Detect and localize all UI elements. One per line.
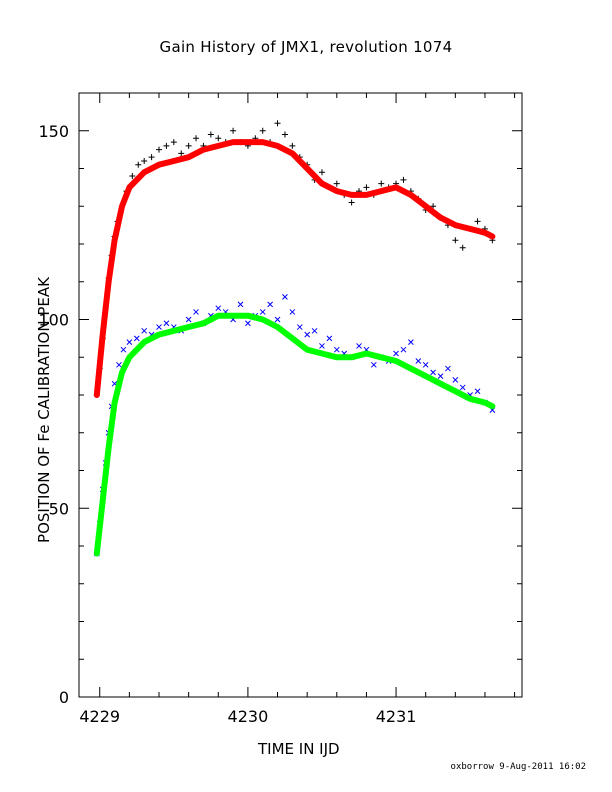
- data-point: [215, 305, 222, 312]
- data-point: [408, 339, 414, 346]
- data-point: [437, 373, 444, 379]
- y-tick-label: 150: [38, 122, 69, 141]
- data-point: [281, 131, 288, 138]
- fit-line: [93, 139, 496, 398]
- data-point: [304, 331, 311, 338]
- data-point: [318, 169, 325, 176]
- data-point: [207, 131, 214, 138]
- data-point: [178, 150, 185, 157]
- data-point: [289, 309, 296, 315]
- data-point: [170, 139, 177, 146]
- data-point: [422, 361, 429, 368]
- data-point: [259, 127, 266, 134]
- data-point: [452, 237, 459, 244]
- data-point: [259, 309, 266, 315]
- data-point: [459, 384, 466, 391]
- data-point: [289, 142, 296, 149]
- data-point: [274, 316, 281, 323]
- data-point: [156, 324, 162, 330]
- data-point: [133, 335, 140, 342]
- data-point: [393, 350, 399, 357]
- data-point: [378, 180, 385, 187]
- data-point: [333, 346, 340, 353]
- data-point: [185, 142, 192, 149]
- series-1: [93, 139, 496, 398]
- data-point: [116, 361, 122, 368]
- data-point: [135, 161, 142, 168]
- data-point: [156, 146, 163, 153]
- y-tick-label: 0: [59, 688, 69, 707]
- data-point: [163, 320, 170, 327]
- x-axis-label: TIME IN IJD: [258, 740, 340, 758]
- data-point: [141, 327, 148, 334]
- y-tick-label: 50: [49, 499, 69, 518]
- data-point: [163, 142, 170, 149]
- x-tick-label: 4230: [228, 707, 269, 726]
- fit-line: [93, 312, 496, 557]
- data-point: [370, 361, 377, 368]
- data-point: [430, 369, 436, 376]
- data-point: [311, 327, 318, 334]
- data-point: [445, 365, 451, 372]
- footer-stamp: oxborrow 9-Aug-2011 16:02: [450, 762, 586, 772]
- chart-title: Gain History of JMX1, revolution 1074: [159, 38, 453, 56]
- data-point: [215, 135, 222, 142]
- data-point: [193, 309, 199, 315]
- data-point: [230, 127, 237, 134]
- data-point: [296, 324, 303, 330]
- series-0: [93, 120, 496, 398]
- data-point: [148, 154, 155, 161]
- series-3: [93, 312, 496, 557]
- data-point: [120, 346, 127, 353]
- data-point: [185, 316, 192, 323]
- data-point: [245, 320, 251, 327]
- y-axis-label: POSITION OF Fe CALIBRATION PEAK: [35, 277, 53, 543]
- data-point: [319, 343, 325, 349]
- data-point: [129, 173, 136, 180]
- data-point: [333, 180, 340, 187]
- x-tick-label: 4229: [79, 707, 120, 726]
- data-point: [126, 339, 133, 346]
- data-point: [267, 301, 273, 308]
- data-point: [237, 301, 244, 308]
- x-tick-label: 4231: [376, 707, 417, 726]
- data-point: [474, 218, 481, 225]
- data-point: [356, 343, 362, 349]
- y-tick-label: 100: [38, 311, 69, 330]
- data-point: [400, 346, 407, 353]
- data-point: [400, 176, 407, 183]
- data-point: [415, 358, 422, 364]
- data-point: [363, 184, 370, 191]
- data-point: [452, 377, 459, 383]
- plot-frame: [78, 92, 523, 698]
- data-point: [348, 199, 355, 206]
- data-point: [282, 293, 288, 300]
- data-point: [326, 335, 333, 342]
- data-point: [459, 244, 466, 251]
- data-point: [141, 157, 148, 164]
- data-point: [474, 388, 481, 395]
- data-point: [274, 120, 281, 127]
- data-point: [193, 135, 200, 142]
